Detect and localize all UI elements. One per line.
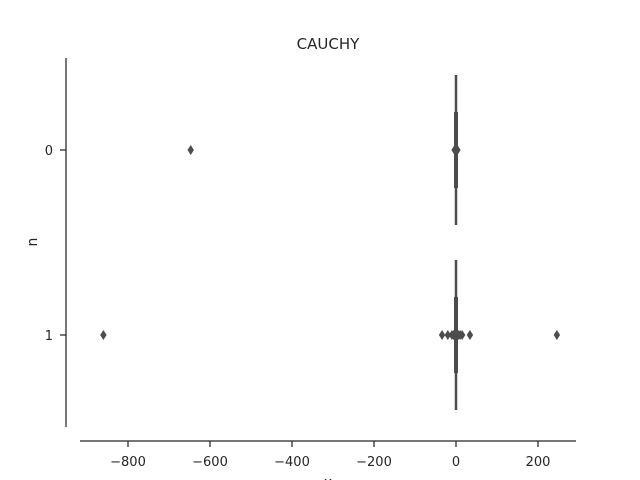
outlier-point <box>553 330 561 340</box>
outlier-point <box>466 330 474 340</box>
chart-title: CAUCHY <box>297 35 360 53</box>
y-ticks: 01 <box>45 144 66 344</box>
box-1 <box>100 260 561 410</box>
x-tick-label: −400 <box>274 455 310 470</box>
outlier-point <box>444 330 451 340</box>
x-ticks: −800 −600 −400 −200 0 200 <box>110 441 550 470</box>
outlier-point <box>438 330 446 340</box>
y-tick-label: 1 <box>45 329 53 344</box>
outlier-point <box>458 330 466 340</box>
outlier-point <box>100 330 107 340</box>
y-axis-label: n <box>25 238 41 247</box>
x-tick-label: 0 <box>452 455 460 470</box>
outlier-point <box>451 330 458 340</box>
boxes <box>100 75 561 410</box>
x-axis-label: x <box>324 475 332 480</box>
outlier-point <box>187 145 194 155</box>
outlier-point <box>454 145 461 155</box>
x-tick-label: −600 <box>192 455 228 470</box>
x-tick-label: −200 <box>356 455 392 470</box>
y-tick-label: 0 <box>45 144 53 159</box>
x-tick-label: 200 <box>526 455 551 470</box>
x-tick-label: −800 <box>110 455 146 470</box>
box-0 <box>187 75 461 225</box>
